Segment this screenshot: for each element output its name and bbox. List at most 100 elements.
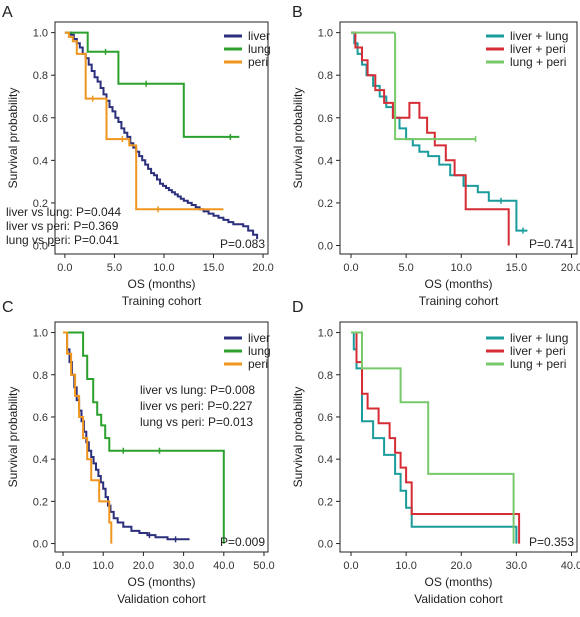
cohort-label: Validation cohort xyxy=(414,592,503,606)
y-tick-label: 0.6 xyxy=(33,412,48,424)
y-tick-label: 1.0 xyxy=(33,28,48,40)
y-tick-label: 0.6 xyxy=(318,412,333,424)
panel-b: B 0.0 0.2 0.4 0.6 0.8 1.0 0.0 5.0 10.0 15.0 20.0 OS … xyxy=(291,4,580,308)
plot-frame xyxy=(339,321,578,553)
y-tick-label: 0.0 xyxy=(318,240,333,252)
y-tick-label: 0.8 xyxy=(33,70,48,82)
series-line-liver xyxy=(64,31,259,240)
x-axis-label: OS (months) xyxy=(424,277,492,291)
legend-label: liver + lung xyxy=(510,331,568,345)
panel-d: D 0.0 0.2 0.4 0.6 0.8 1.0 0.0 10.0 20.0 30.0 40.0 OS… xyxy=(291,299,580,606)
plot-frame xyxy=(339,21,578,255)
x-tick-label: 0.0 xyxy=(55,560,70,572)
x-axis-label: OS (months) xyxy=(424,575,492,589)
y-tick-label: 1.0 xyxy=(318,28,333,40)
y-tick-label: 0.4 xyxy=(318,155,333,167)
x-tick-label: 20.0 xyxy=(561,262,580,274)
legend-label: liver xyxy=(248,29,270,43)
series-line-liver-peri xyxy=(351,331,521,544)
series-line-lung-peri xyxy=(351,331,515,544)
y-tick-label: 0.8 xyxy=(33,370,48,382)
x-tick-label: 10.0 xyxy=(395,560,416,572)
y-tick-label: 0.2 xyxy=(33,198,48,210)
panel-letter: B xyxy=(292,4,303,21)
legend-label: liver + peri xyxy=(510,344,566,358)
y-tick-label: 0.4 xyxy=(318,454,333,466)
overall-pvalue: P=0.741 xyxy=(529,237,574,251)
y-tick-label: 0.8 xyxy=(318,370,333,382)
x-tick-label: 15.0 xyxy=(203,262,224,274)
x-axis-label: OS (months) xyxy=(127,575,195,589)
y-tick-label: 0.2 xyxy=(33,496,48,508)
x-tick-label: 5.0 xyxy=(107,262,122,274)
panel-a: A 0.0 0.2 0.4 0.6 0.8 1.0 0.0 5.0 10.0 15.0 20.0 OS … xyxy=(2,4,274,308)
series-line-peri xyxy=(63,331,113,544)
legend-label: peri xyxy=(248,55,268,69)
legend-label: lung xyxy=(248,42,271,56)
series-line-liver xyxy=(63,331,190,541)
plot-frame xyxy=(54,321,269,553)
series-line-lung xyxy=(64,31,240,138)
series-line-liver-peri xyxy=(351,31,510,246)
y-tick-label: 0.2 xyxy=(318,496,333,508)
x-tick-label: 20.0 xyxy=(451,560,472,572)
overall-pvalue: P=0.353 xyxy=(529,535,574,549)
legend-label: lung + peri xyxy=(510,55,566,69)
panel-c: C 0.0 0.2 0.4 0.6 0.8 1.0 0.0 10.0 20.0 30.0 40.0 50… xyxy=(2,299,275,606)
x-tick-label: 50.0 xyxy=(253,560,274,572)
x-tick-label: 20.0 xyxy=(252,262,273,274)
pairwise-pvalue: liver vs lung: P=0.044 xyxy=(6,205,121,219)
pairwise-pvalue: lung vs peri: P=0.041 xyxy=(6,233,119,247)
overall-pvalue: P=0.083 xyxy=(220,237,265,251)
y-axis-label: Survival probability xyxy=(6,387,20,488)
x-tick-label: 40.0 xyxy=(213,560,234,572)
y-tick-label: 1.0 xyxy=(318,328,333,340)
series-line-lung xyxy=(63,331,225,544)
x-tick-label: 10.0 xyxy=(153,262,174,274)
y-tick-label: 1.0 xyxy=(33,328,48,340)
y-axis-label: Survival probability xyxy=(291,387,305,488)
panel-letter: C xyxy=(2,299,14,316)
x-tick-label: 40.0 xyxy=(561,560,580,572)
plot-frame xyxy=(54,21,269,255)
y-tick-label: 0.0 xyxy=(318,539,333,551)
y-tick-label: 0.2 xyxy=(318,198,333,210)
x-tick-label: 5.0 xyxy=(398,262,413,274)
y-axis-label: Survival probability xyxy=(291,88,305,189)
y-tick-label: 0.0 xyxy=(33,240,48,252)
y-tick-label: 0.6 xyxy=(33,113,48,125)
legend-label: lung + peri xyxy=(510,357,566,371)
x-tick-label: 10.0 xyxy=(451,262,472,274)
cohort-label: Training cohort xyxy=(122,294,202,308)
x-tick-label: 0.0 xyxy=(343,560,358,572)
y-tick-label: 0.8 xyxy=(318,70,333,82)
y-tick-label: 0.6 xyxy=(318,113,333,125)
x-axis-label: OS (months) xyxy=(127,277,195,291)
overall-pvalue: P=0.009 xyxy=(220,535,265,549)
legend-label: peri xyxy=(248,357,268,371)
y-axis-label: Survival probability xyxy=(6,88,20,189)
panel-letter: A xyxy=(2,4,13,21)
y-tick-label: 0.4 xyxy=(33,454,48,466)
x-tick-label: 10.0 xyxy=(93,560,114,572)
cohort-label: Validation cohort xyxy=(117,592,206,606)
pairwise-pvalue: lung vs peri: P=0.013 xyxy=(140,415,253,429)
x-tick-label: 30.0 xyxy=(173,560,194,572)
x-tick-label: 20.0 xyxy=(133,560,154,572)
x-tick-label: 0.0 xyxy=(57,262,72,274)
legend-label: liver + lung xyxy=(510,29,568,43)
legend-label: lung xyxy=(248,344,271,358)
x-tick-label: 30.0 xyxy=(506,560,527,572)
legend-label: liver + peri xyxy=(510,42,566,56)
pairwise-pvalue: liver vs peri: P=0.369 xyxy=(6,219,119,233)
series-line-lung-peri xyxy=(351,31,476,141)
y-tick-label: 0.0 xyxy=(33,539,48,551)
panel-letter: D xyxy=(292,299,304,316)
pairwise-pvalue: liver vs peri: P=0.227 xyxy=(140,399,253,413)
legend-label: liver xyxy=(248,331,270,345)
x-tick-label: 15.0 xyxy=(506,262,527,274)
pairwise-pvalue: liver vs lung: P=0.008 xyxy=(140,383,255,397)
y-tick-label: 0.4 xyxy=(33,155,48,167)
x-tick-label: 0.0 xyxy=(343,262,358,274)
cohort-label: Training cohort xyxy=(419,294,499,308)
